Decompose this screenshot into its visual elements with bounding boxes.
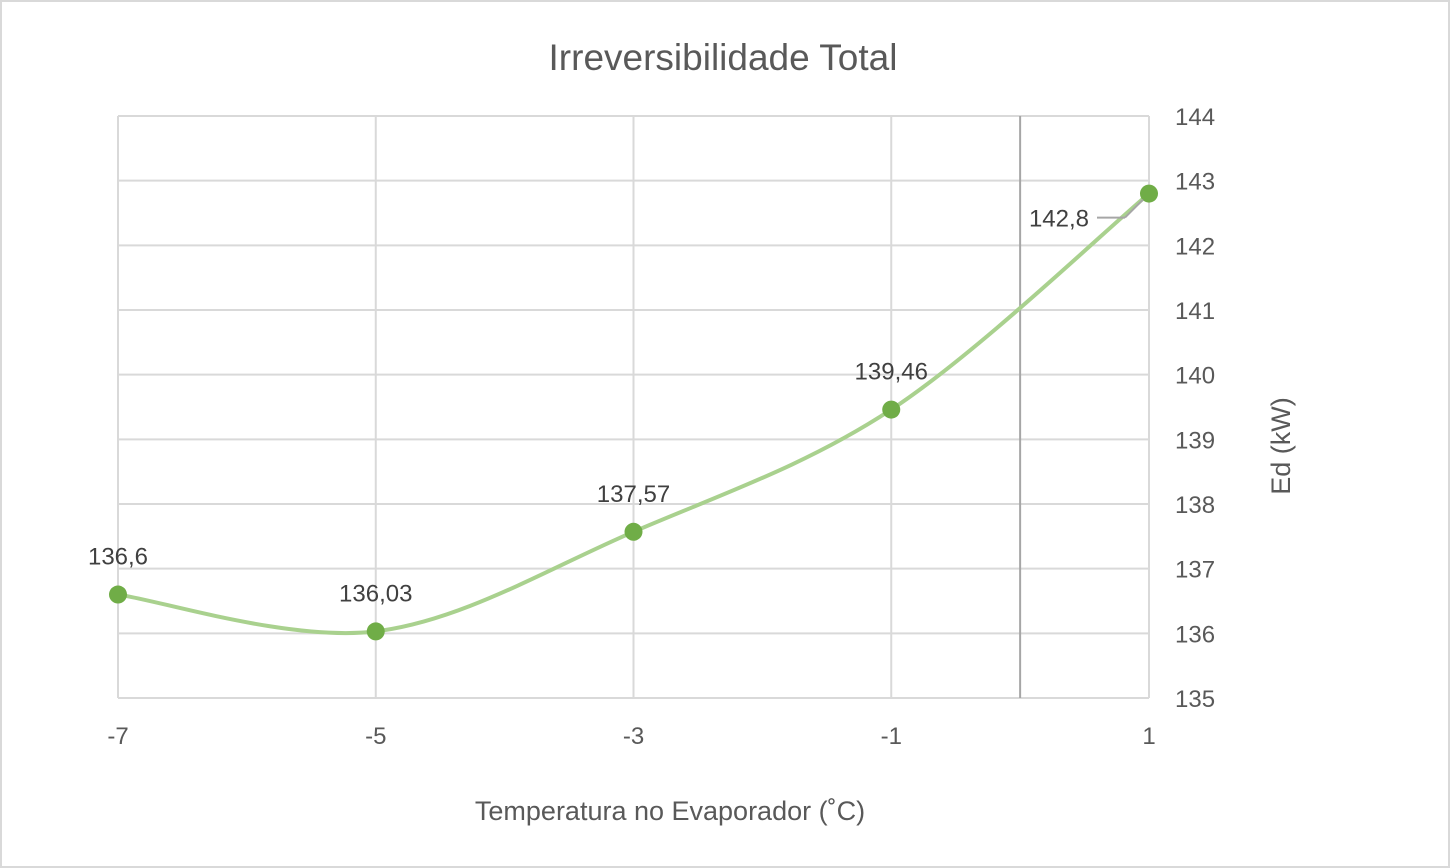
y-tick-label: 144: [1175, 104, 1215, 131]
series-layer: [109, 184, 1158, 641]
x-tick-label: -3: [623, 723, 644, 750]
y-tick-label: 140: [1175, 363, 1215, 390]
data-label: 142,8: [1029, 206, 1089, 233]
data-label: 139,46: [855, 359, 928, 386]
plot-grid: [117, 115, 1150, 699]
x-tick-label: 1: [1142, 723, 1155, 750]
data-point: [882, 400, 901, 419]
data-labels-layer: 136,6 136,03 137,57 139,46 142,8: [88, 198, 1144, 607]
y-tick-label: 137: [1175, 557, 1215, 584]
x-axis-ticks: -7 -5 -3 -1 1: [107, 723, 1155, 750]
data-label: 137,57: [597, 481, 670, 508]
y-axis-ticks: 135 136 137 138 139 140 141 142 143 144: [1175, 104, 1215, 713]
y-tick-label: 136: [1175, 621, 1215, 648]
chart-title: Irreversibilidade Total: [549, 37, 898, 78]
y-axis-title: Ed (kW): [1266, 397, 1296, 495]
y-tick-label: 139: [1175, 427, 1215, 454]
data-label: 136,6: [88, 544, 148, 571]
data-point: [1140, 184, 1158, 203]
x-tick-label: -5: [365, 723, 386, 750]
data-point: [366, 622, 385, 641]
y-tick-label: 143: [1175, 169, 1215, 196]
data-point: [109, 585, 127, 604]
y-tick-label: 141: [1175, 298, 1215, 325]
x-tick-label: -1: [881, 723, 902, 750]
x-tick-label: -7: [107, 723, 128, 750]
data-label-leader: [1124, 198, 1144, 219]
x-axis-title: Temperatura no Evaporador (˚C): [475, 796, 865, 826]
data-label: 136,03: [339, 580, 412, 607]
y-tick-label: 142: [1175, 233, 1215, 260]
data-point: [624, 522, 643, 541]
y-tick-label: 138: [1175, 492, 1215, 519]
y-tick-label: 135: [1175, 686, 1215, 713]
